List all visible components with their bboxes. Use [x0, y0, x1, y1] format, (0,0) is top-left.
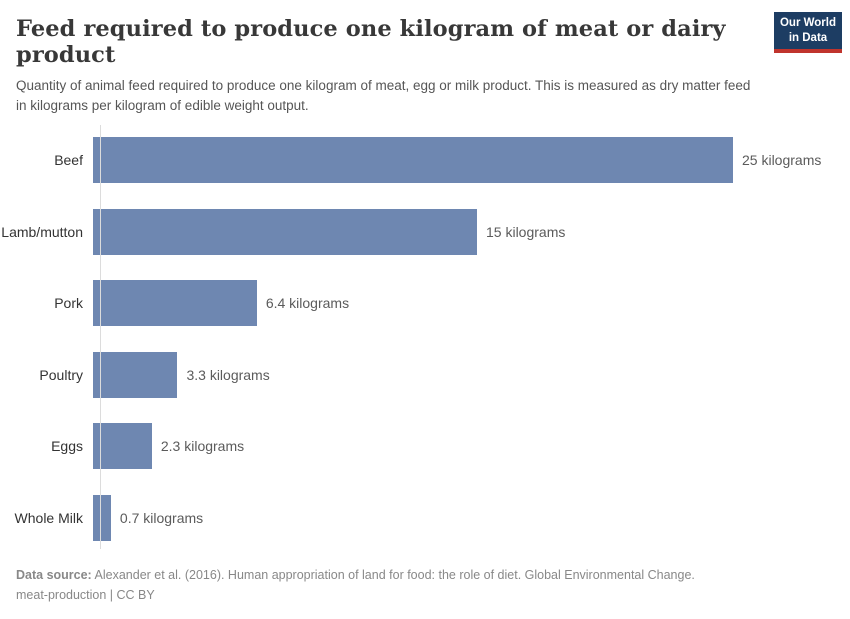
bar-value-label: 6.4 kilograms: [265, 295, 350, 312]
data-source-label: Data source:: [16, 567, 92, 582]
bar-track: 0.7 kilograms: [92, 494, 850, 541]
bar-value-label: 3.3 kilograms: [186, 366, 270, 383]
bar-lamb-mutton[interactable]: [93, 208, 477, 255]
bar-value-label: 15 kilograms: [486, 223, 566, 240]
bar-value-label: 25 kilograms: [742, 152, 822, 169]
bar-value-label: 0.7 kilograms: [119, 509, 204, 526]
chart-row: Pork 6.4 kilograms: [0, 280, 850, 327]
owid-logo-line1: Our World: [779, 17, 836, 30]
bar-chart: Beef 25 kilograms Lamb/mutton 15 kilograms P…: [0, 125, 850, 555]
bar-pork[interactable]: [93, 280, 257, 327]
category-label: Beef: [54, 152, 83, 169]
bar-poultry[interactable]: [93, 351, 178, 398]
bar-value-label: 2.3 kilograms: [160, 438, 245, 455]
license-line: meat-production | CC BY: [16, 587, 155, 602]
chart-header: Feed required to produce one kilogram of…: [0, 0, 850, 115]
chart-subtitle: Quantity of animal feed required to prod…: [16, 78, 751, 113]
chart-row: Whole Milk 0.7 kilograms: [0, 494, 850, 541]
page-title: Feed required to produce one kilogram of…: [16, 16, 726, 68]
bar-track: 2.3 kilograms: [92, 423, 850, 470]
data-source-line: Data source: Alexander et al. (2016). Hu…: [16, 565, 744, 585]
chart-row: Lamb/mutton 15 kilograms: [0, 208, 850, 255]
bar-track: 15 kilograms: [92, 208, 850, 255]
chart-footer: Data source: Alexander et al. (2016). Hu…: [0, 555, 760, 619]
bar-track: 6.4 kilograms: [92, 280, 850, 327]
chart-area: Beef 25 kilograms Lamb/mutton 15 kilograms P…: [0, 125, 850, 555]
chart-row: Poultry 3.3 kilograms: [0, 351, 850, 398]
category-label: Poultry: [39, 366, 83, 383]
owid-logo[interactable]: Our World in Data: [774, 12, 842, 53]
bar-track: 25 kilograms: [92, 137, 850, 184]
category-label: Pork: [54, 295, 83, 312]
category-label: Lamb/mutton: [1, 223, 83, 240]
owid-logo-line2: in Data: [788, 31, 828, 44]
chart-row: Eggs 2.3 kilograms: [0, 423, 850, 470]
category-label: Eggs: [51, 438, 83, 455]
bar-whole-milk[interactable]: [93, 494, 111, 541]
bar-eggs[interactable]: [93, 423, 152, 470]
category-label: Whole Milk: [14, 509, 83, 526]
chart-row: Beef 25 kilograms: [0, 137, 850, 184]
bar-track: 3.3 kilograms: [92, 351, 850, 398]
owid-chart-page: Feed required to produce one kilogram of…: [0, 0, 850, 602]
bar-beef[interactable]: [93, 137, 733, 184]
y-axis-line: [100, 125, 101, 549]
data-source-text: Alexander et al. (2016). Human appropria…: [91, 567, 695, 582]
